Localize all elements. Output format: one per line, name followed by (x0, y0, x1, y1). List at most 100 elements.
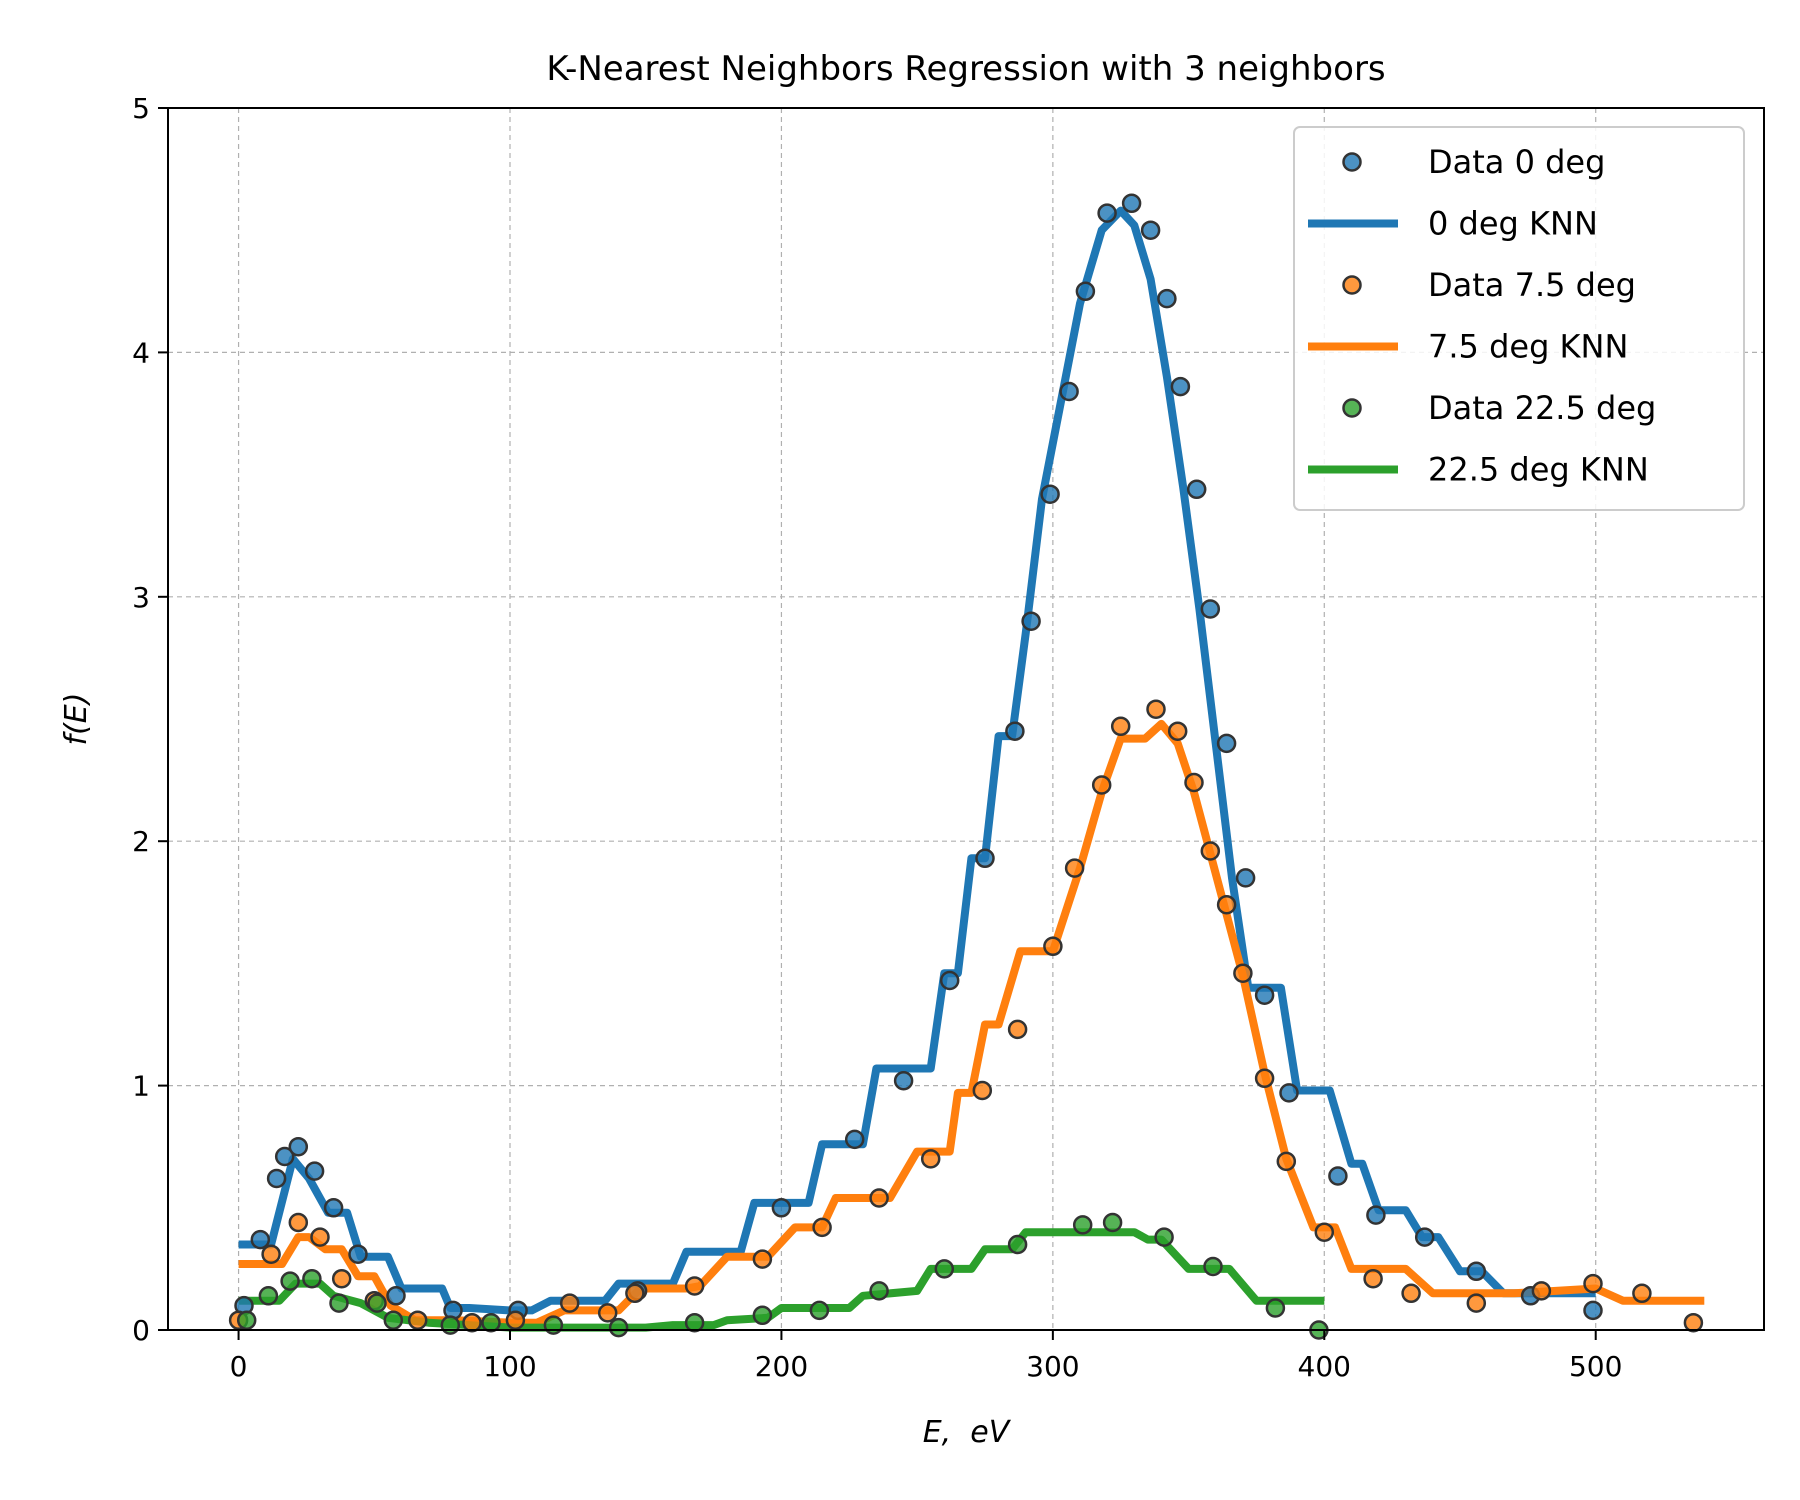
legend-box (1293, 126, 1745, 511)
legend-marker (1342, 398, 1362, 418)
data-point (1097, 203, 1117, 223)
data-point (440, 1315, 461, 1335)
plot-frame (167, 107, 1765, 1331)
data-point (1110, 716, 1131, 737)
data-point (1233, 963, 1253, 983)
data-point (608, 1317, 629, 1338)
data-point (1254, 985, 1275, 1005)
data-point (261, 1244, 281, 1264)
data-point (1203, 1256, 1223, 1277)
data-point (1583, 1273, 1603, 1294)
data-point (274, 1146, 295, 1167)
data-point (972, 1080, 993, 1101)
data-point (869, 1188, 889, 1208)
data-point (304, 1161, 325, 1181)
data-point (1167, 721, 1188, 741)
data-point (386, 1286, 406, 1306)
legend-label: Data 7.5 deg (1428, 266, 1636, 304)
y-tick-label: 3 (132, 581, 150, 614)
data-point (1075, 281, 1096, 302)
data-point (288, 1212, 309, 1233)
data-point (597, 1303, 618, 1323)
data-point (331, 1268, 352, 1289)
legend-label: 7.5 deg KNN (1428, 328, 1628, 366)
plot-series (228, 193, 1705, 1340)
y-tick-label: 0 (132, 1314, 150, 1347)
y-tick-label: 2 (132, 825, 150, 858)
data-point (1140, 220, 1161, 240)
data-point (367, 1293, 387, 1313)
y-tick-label: 5 (132, 92, 150, 125)
data-point (1154, 1227, 1174, 1247)
data-point (1186, 479, 1207, 500)
data-point (288, 1136, 309, 1157)
data-point (280, 1271, 300, 1291)
data-point (939, 970, 960, 991)
data-point (329, 1293, 349, 1313)
data-point (1401, 1283, 1421, 1304)
data-point (1216, 894, 1237, 915)
legend-label: Data 22.5 deg (1428, 389, 1656, 427)
data-point (1466, 1293, 1487, 1313)
data-point (844, 1129, 865, 1150)
data-point (1235, 868, 1256, 888)
data-point (481, 1312, 501, 1333)
data-point (1254, 1068, 1275, 1089)
data-point (1059, 381, 1079, 402)
data-point (1157, 288, 1177, 309)
legend-label: Data 0 deg (1428, 143, 1605, 181)
data-point (869, 1281, 889, 1301)
data-point (310, 1227, 330, 1247)
data-point (934, 1259, 955, 1279)
data-point (1040, 484, 1060, 504)
data-point (684, 1312, 705, 1333)
legend: Data 0 deg 0 deg KNN Data 7.5 deg 7.5 deg K… (1293, 126, 1745, 511)
data-point (266, 1168, 287, 1189)
y-tick-label: 4 (132, 336, 150, 369)
data-point (1121, 193, 1142, 214)
data-point (505, 1310, 526, 1330)
x-tick-label: 500 (1569, 1350, 1622, 1383)
data-point (684, 1276, 705, 1296)
data-point (1021, 611, 1041, 631)
data-point (1632, 1283, 1652, 1304)
x-tick-label: 0 (230, 1350, 248, 1383)
y-tick-label: 1 (132, 1070, 150, 1103)
data-point (559, 1293, 580, 1313)
x-axis-label: E, eV (923, 1415, 1012, 1450)
data-point (1363, 1268, 1383, 1289)
data-point (1265, 1298, 1286, 1318)
data-point (407, 1310, 428, 1330)
data-point (771, 1198, 792, 1218)
data-point (975, 848, 995, 869)
data-point (250, 1229, 271, 1250)
data-point (1216, 733, 1237, 754)
data-point (1146, 699, 1166, 719)
data-point (1366, 1205, 1386, 1225)
data-point (1683, 1312, 1704, 1333)
data-point (383, 1310, 404, 1330)
data-point (1043, 936, 1063, 957)
data-point (302, 1268, 322, 1289)
data-point (258, 1286, 279, 1306)
x-tick-label: 400 (1298, 1350, 1351, 1383)
data-point (1466, 1261, 1487, 1282)
data-point (752, 1249, 773, 1269)
data-point (1005, 721, 1025, 741)
legend-label: 22.5 deg KNN (1428, 451, 1649, 489)
x-tick-label: 100 (483, 1350, 536, 1383)
y-axis-label: f(E) (59, 693, 94, 746)
data-point (1072, 1215, 1093, 1235)
data-point (1328, 1166, 1348, 1186)
data-point (812, 1217, 832, 1238)
data-point (462, 1312, 482, 1333)
data-point (1583, 1300, 1603, 1321)
data-point (1170, 376, 1191, 397)
data-point (1200, 841, 1221, 861)
data-point (1200, 599, 1221, 619)
data-point (1414, 1227, 1435, 1247)
legend-marker (1342, 152, 1362, 172)
data-point (893, 1070, 914, 1091)
x-tick-label: 200 (755, 1350, 808, 1383)
data-point (1007, 1019, 1028, 1040)
